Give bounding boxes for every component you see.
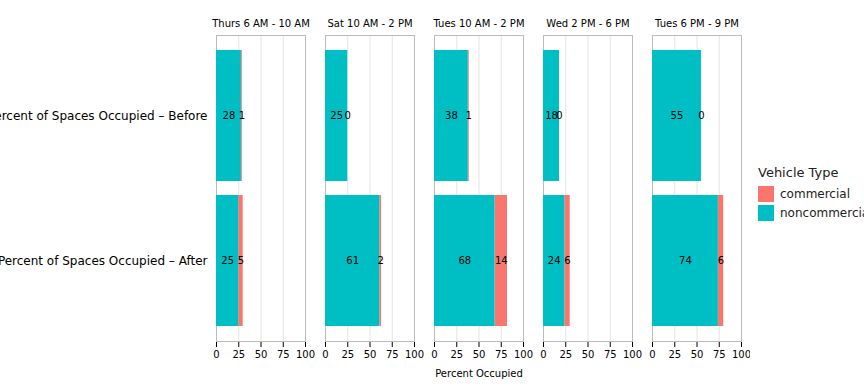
svg-text:25: 25 [668, 349, 681, 360]
svg-text:75: 75 [386, 349, 399, 360]
svg-text:38: 38 [445, 110, 458, 121]
svg-text:Tues 6 PM - 9 PM: Tues 6 PM - 9 PM [654, 18, 739, 29]
svg-text:0: 0 [345, 110, 351, 121]
svg-text:0: 0 [431, 349, 437, 360]
svg-text:24: 24 [548, 255, 561, 266]
svg-text:1: 1 [239, 110, 245, 121]
svg-text:28: 28 [223, 110, 236, 121]
svg-text:6: 6 [564, 255, 570, 266]
svg-text:Tues 10 AM - 2 PM: Tues 10 AM - 2 PM [432, 18, 524, 29]
svg-text:25: 25 [341, 349, 354, 360]
svg-text:0: 0 [213, 349, 219, 360]
svg-text:18: 18 [545, 110, 558, 121]
svg-text:0: 0 [322, 349, 328, 360]
svg-text:50: 50 [691, 349, 704, 360]
svg-text:Percent of Spaces Occupied – B: Percent of Spaces Occupied – Before [0, 109, 208, 123]
svg-text:100: 100 [405, 349, 424, 360]
svg-text:100: 100 [296, 349, 315, 360]
svg-text:0: 0 [556, 110, 563, 122]
svg-text:100: 100 [623, 349, 642, 360]
svg-text:75: 75 [604, 349, 617, 360]
svg-text:55: 55 [671, 110, 684, 121]
svg-text:25: 25 [221, 255, 234, 266]
svg-text:50: 50 [473, 349, 486, 360]
svg-text:0: 0 [698, 110, 704, 121]
svg-text:50: 50 [255, 349, 268, 360]
svg-text:2: 2 [377, 255, 383, 266]
svg-text:1: 1 [466, 110, 472, 121]
svg-text:0: 0 [649, 349, 655, 360]
svg-text:25: 25 [330, 110, 343, 121]
svg-text:61: 61 [346, 255, 359, 266]
html-text:commercial: commercial [780, 186, 850, 201]
svg-text:75: 75 [713, 349, 726, 360]
svg-text:25: 25 [450, 349, 463, 360]
svg-text:Wed 2 PM - 6 PM: Wed 2 PM - 6 PM [546, 18, 629, 29]
svg-text:Sat 10 AM - 2 PM: Sat 10 AM - 2 PM [327, 18, 412, 29]
svg-text:25: 25 [559, 349, 572, 360]
svg-text:6: 6 [718, 255, 724, 266]
svg-text:5: 5 [238, 255, 244, 266]
svg-text:75: 75 [495, 349, 508, 360]
svg-text:100: 100 [514, 349, 533, 360]
svg-text:Thurs 6 AM - 10 AM: Thurs 6 AM - 10 AM [211, 18, 310, 29]
svg-text:14: 14 [495, 255, 508, 266]
svg-text:Percent Occupied: Percent Occupied [435, 368, 523, 379]
svg-text:25: 25 [232, 349, 245, 360]
svg-text:50: 50 [582, 349, 595, 360]
html-text:Vehicle Type: Vehicle Type [758, 164, 839, 180]
svg-text:68: 68 [458, 255, 471, 266]
svg-text:74: 74 [679, 255, 692, 266]
svg-text:100: 100 [732, 349, 750, 360]
svg-text:50: 50 [364, 349, 377, 360]
svg-text:Percent of Spaces Occupied – A: Percent of Spaces Occupied – After [0, 254, 208, 268]
svg-text:0: 0 [540, 349, 546, 360]
svg-text:75: 75 [277, 349, 290, 360]
